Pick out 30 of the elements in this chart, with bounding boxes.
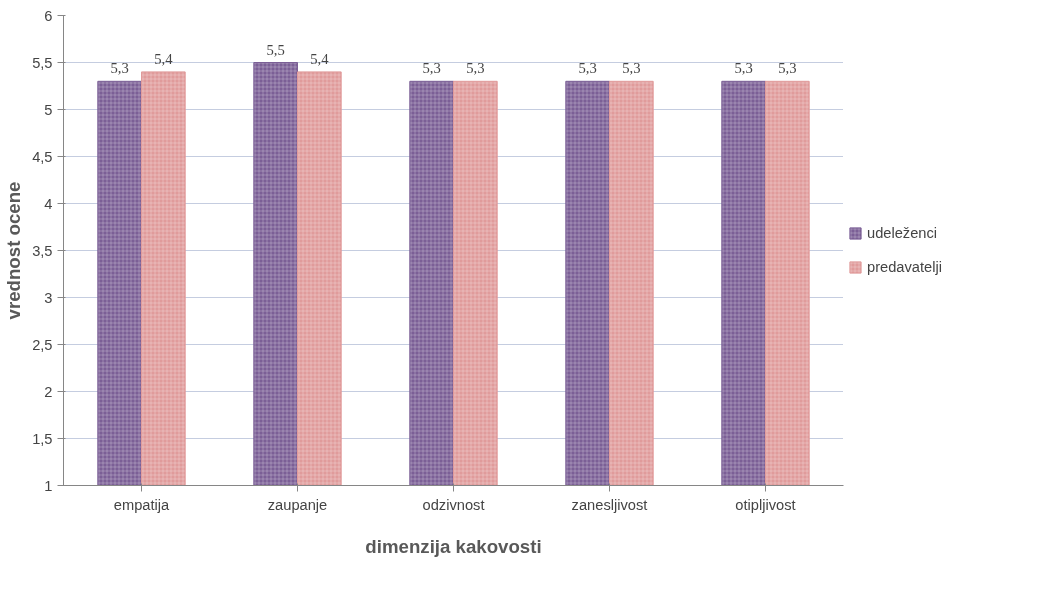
data-label: 5,3 (422, 60, 441, 77)
data-label: 5,3 (622, 60, 641, 77)
y-tick-label: 2 (44, 383, 53, 400)
y-tick-label: 2,5 (32, 336, 53, 353)
legend-label: udeleženci (867, 225, 938, 241)
y-axis-title: vrednost ocene (3, 181, 25, 320)
data-label: 5,3 (734, 60, 753, 77)
x-tick-label: odzivnost (422, 496, 485, 513)
y-tick-label: 4 (44, 195, 53, 212)
data-label: 5,3 (778, 60, 797, 77)
data-label: 5,3 (578, 60, 597, 77)
data-label: 5,5 (266, 41, 285, 58)
y-tick-label: 3 (44, 289, 53, 306)
x-tick-label: zanesljivost (571, 496, 648, 513)
y-tick-label: 1,5 (32, 430, 53, 447)
y-tick-label: 5 (44, 101, 53, 118)
data-label: 5,3 (110, 60, 129, 77)
data-label: 5,4 (154, 50, 174, 67)
data-label: 5,3 (466, 60, 485, 77)
y-tick-label: 4,5 (32, 148, 53, 165)
y-tick-label: 1 (44, 477, 53, 494)
data-label: 5,4 (310, 50, 330, 67)
x-tick-label: otipljivost (735, 496, 796, 513)
y-tick-label: 6 (44, 7, 53, 24)
x-tick-label: empatija (113, 496, 171, 513)
x-tick-label: zaupanje (267, 496, 328, 513)
y-tick-label: 3,5 (32, 242, 53, 259)
legend-label: predavatelji (867, 259, 942, 275)
x-axis-title: dimenzija kakovosti (365, 535, 542, 557)
y-tick-label: 5,5 (32, 54, 53, 71)
